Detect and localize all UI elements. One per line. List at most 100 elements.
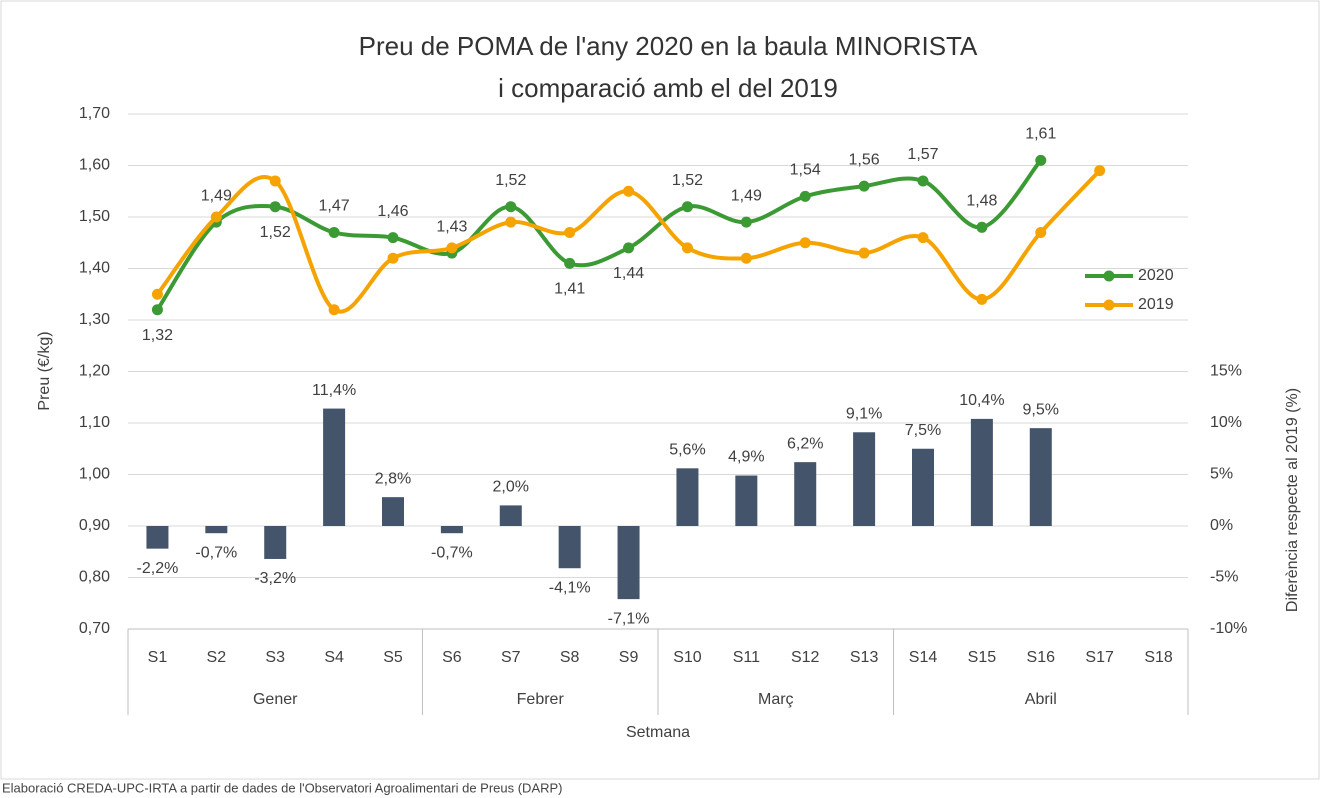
bar bbox=[323, 408, 346, 526]
x-axis-title: Setmana bbox=[626, 724, 690, 741]
data-label: -0,7% bbox=[195, 544, 237, 561]
marker bbox=[1094, 165, 1106, 177]
data-label: 1,47 bbox=[319, 198, 350, 215]
y2-axis-title: Diferència respecte al 2019 (%) bbox=[1284, 388, 1301, 612]
marker bbox=[151, 304, 163, 316]
x-tick-label: S1 bbox=[148, 649, 168, 666]
data-label: -7,1% bbox=[608, 610, 650, 627]
legend-label: 2019 bbox=[1138, 296, 1174, 313]
y-tick-label: 0,90 bbox=[79, 517, 110, 534]
marker bbox=[1035, 154, 1047, 166]
data-label: 1,32 bbox=[142, 327, 173, 344]
marker bbox=[1035, 226, 1047, 238]
chart-frame bbox=[0, 0, 1320, 780]
x-group-label: Abril bbox=[1025, 691, 1057, 708]
y2-tick-label: 5% bbox=[1210, 466, 1233, 483]
bar bbox=[970, 418, 993, 526]
bar bbox=[558, 526, 581, 569]
bar bbox=[440, 526, 463, 534]
y-tick-label: 0,80 bbox=[79, 569, 110, 586]
y2-tick-label: 0% bbox=[1210, 517, 1233, 534]
data-label: 1,52 bbox=[495, 172, 526, 189]
data-label: 1,41 bbox=[554, 281, 585, 298]
marker bbox=[328, 226, 340, 238]
data-label: 1,54 bbox=[790, 162, 821, 179]
marker bbox=[858, 247, 870, 259]
y-tick-label: 1,20 bbox=[79, 363, 110, 380]
marker bbox=[740, 252, 752, 264]
x-tick-label: S5 bbox=[383, 649, 403, 666]
bar bbox=[794, 462, 817, 526]
marker bbox=[505, 201, 517, 213]
x-tick-label: S7 bbox=[501, 649, 521, 666]
data-label: 2,0% bbox=[493, 479, 529, 496]
y-tick-label: 1,70 bbox=[79, 105, 110, 122]
marker bbox=[269, 175, 281, 187]
y-tick-label: 1,10 bbox=[79, 414, 110, 431]
y2-tick-label: 15% bbox=[1210, 363, 1242, 380]
y2-tick-label: -5% bbox=[1210, 569, 1238, 586]
data-label: 1,57 bbox=[907, 146, 938, 163]
bar bbox=[382, 497, 404, 526]
marker bbox=[269, 201, 281, 213]
legend-marker bbox=[1103, 270, 1115, 282]
y2-tick-label: 10% bbox=[1210, 414, 1242, 431]
bar bbox=[146, 526, 169, 549]
bar bbox=[912, 448, 934, 526]
bar bbox=[853, 432, 876, 526]
y-axis-title: Preu (€/kg) bbox=[36, 331, 53, 410]
bar bbox=[205, 526, 228, 534]
chart-title: i comparació amb el del 2019 bbox=[498, 73, 838, 103]
x-tick-label: S8 bbox=[560, 649, 580, 666]
marker bbox=[858, 180, 870, 192]
data-label: 9,1% bbox=[846, 405, 882, 422]
marker bbox=[976, 293, 988, 305]
data-label: 1,43 bbox=[436, 218, 467, 235]
y-tick-label: 1,60 bbox=[79, 157, 110, 174]
marker bbox=[328, 304, 340, 316]
line bbox=[155, 169, 1102, 314]
y-tick-label: 1,00 bbox=[79, 466, 110, 483]
marker bbox=[505, 216, 517, 228]
x-group-label: Març bbox=[758, 691, 794, 708]
legend-marker bbox=[1103, 299, 1115, 311]
data-label: 1,49 bbox=[201, 187, 232, 204]
bar bbox=[1029, 428, 1052, 526]
marker bbox=[917, 232, 929, 244]
data-label: -4,1% bbox=[549, 579, 591, 596]
data-label: 1,52 bbox=[260, 224, 291, 241]
y-tick-label: 1,50 bbox=[79, 208, 110, 225]
data-label: -2,2% bbox=[137, 560, 179, 577]
data-label: 11,4% bbox=[312, 382, 356, 399]
marker bbox=[387, 252, 399, 264]
x-tick-label: S16 bbox=[1027, 649, 1056, 666]
x-tick-label: S14 bbox=[909, 649, 938, 666]
data-label: 1,56 bbox=[849, 151, 880, 168]
data-label: 9,5% bbox=[1023, 401, 1059, 418]
chart-title: Preu de POMA de l'any 2020 en la baula M… bbox=[359, 31, 978, 61]
marker bbox=[210, 211, 222, 223]
data-label: 6,2% bbox=[787, 435, 823, 452]
data-label: 5,6% bbox=[669, 442, 705, 459]
legend-label: 2020 bbox=[1138, 267, 1174, 284]
marker bbox=[151, 288, 163, 300]
footnote: Elaboració CREDA-UPC-IRTA a partir de da… bbox=[2, 780, 563, 795]
marker bbox=[799, 190, 811, 202]
bar bbox=[676, 468, 699, 526]
marker bbox=[799, 237, 811, 249]
marker bbox=[681, 242, 693, 254]
x-group-label: Febrer bbox=[517, 691, 565, 708]
marker bbox=[681, 201, 693, 213]
x-tick-label: S6 bbox=[442, 649, 462, 666]
data-label: 1,46 bbox=[377, 203, 408, 220]
marker bbox=[976, 221, 988, 233]
bar bbox=[617, 526, 640, 600]
x-tick-label: S11 bbox=[733, 649, 760, 666]
data-label: 1,44 bbox=[613, 265, 644, 282]
data-label: 7,5% bbox=[905, 422, 941, 439]
data-label: -0,7% bbox=[431, 544, 473, 561]
marker bbox=[564, 257, 576, 269]
marker bbox=[564, 226, 576, 238]
data-label: 10,4% bbox=[959, 392, 1004, 409]
bar bbox=[499, 505, 522, 526]
